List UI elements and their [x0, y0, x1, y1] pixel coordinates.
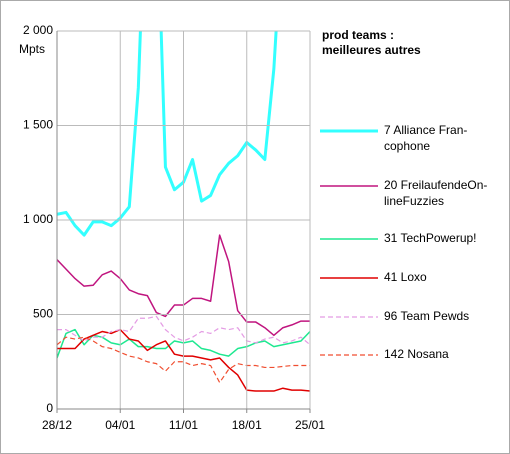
y-axis-label: Mpts — [19, 42, 45, 56]
y-tick-label: 1 000 — [23, 212, 53, 226]
x-tick-label: 04/01 — [105, 418, 135, 432]
chart-subtitle: meilleures autres — [322, 43, 421, 57]
x-tick-label: 18/01 — [232, 418, 262, 432]
chart-title: prod teams : — [322, 28, 394, 42]
x-tick-label: 28/12 — [42, 418, 72, 432]
y-tick-label: 2 000 — [23, 23, 53, 37]
legend-label: 31 TechPowerup! — [384, 231, 477, 245]
legend-label: 7 Alliance Fran-cophone — [384, 123, 467, 153]
x-tick-label: 25/01 — [295, 418, 325, 432]
x-tick-label: 11/01 — [169, 418, 198, 432]
legend-label: 20 FreilaufendeOn-lineFuzzies — [384, 178, 487, 208]
y-tick-label: 0 — [46, 401, 53, 415]
y-tick-label: 500 — [33, 307, 53, 321]
legend-label: 41 Loxo — [384, 270, 427, 284]
legend-label: 142 Nosana — [384, 347, 449, 361]
legend-label: 96 Team Pewds — [384, 309, 469, 323]
y-tick-label: 1 500 — [23, 118, 53, 132]
